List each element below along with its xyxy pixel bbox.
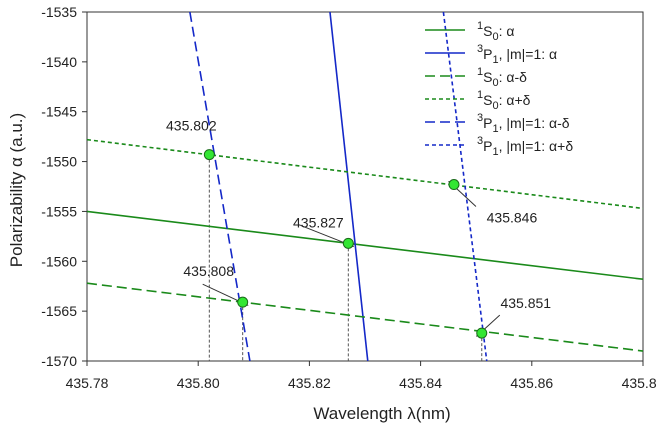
y-tick-label: -1535 (41, 4, 77, 20)
legend-label-6: 3P1, |m|=1: α+δ (477, 135, 573, 158)
x-axis-title: Wavelength λ(nm) (313, 404, 450, 423)
x-tick-label: 435.78 (66, 375, 109, 391)
x-tick-label: 435.86 (510, 375, 553, 391)
crossing-label: 435.808 (183, 263, 234, 279)
crossing-marker (237, 296, 249, 308)
legend-label-4: 1S0: α+δ (477, 89, 531, 112)
y-tick-label: -1560 (41, 253, 77, 269)
crossing-label: 435.827 (293, 214, 344, 230)
series-line-4 (87, 138, 643, 210)
crossing-marker (448, 179, 460, 191)
crossing-marker (203, 149, 215, 161)
y-tick-label: -1570 (41, 353, 77, 369)
y-tick-label: -1550 (41, 154, 77, 170)
y-tick-label: -1545 (41, 104, 77, 120)
crossing-label: 435.846 (487, 210, 538, 226)
series-line-3 (87, 282, 643, 352)
x-tick-label: 435.82 (288, 375, 331, 391)
crossing-label: 435.802 (166, 118, 217, 134)
series-line-2 (329, 12, 369, 361)
x-tick-label: 435.88 (622, 375, 657, 391)
legend-label-3: 1S0: α-δ (477, 66, 527, 89)
legend-label-5: 3P1, |m|=1: α-δ (477, 112, 570, 135)
plot-frame (86, 11, 644, 362)
y-axis-title: Polarizability α (a.u.) (7, 113, 26, 267)
plot-area: 435.78 435.80 435.82 435.84 435.86 435.88 -153… (41, 4, 657, 391)
y-tick-label: -1540 (41, 54, 77, 70)
crossing-marker (342, 237, 354, 249)
x-tick-label: 435.80 (177, 375, 220, 391)
legend-label-1: 1S0: α (477, 20, 514, 43)
series-line-1 (87, 210, 643, 281)
series-group (87, 12, 643, 361)
y-tick-label: -1555 (41, 203, 77, 219)
crossing-label: 435.851 (500, 295, 551, 311)
x-tick-label: 435.84 (399, 375, 442, 391)
series-line-6 (442, 12, 488, 361)
legend-label-2: 3P1, |m|=1: α (477, 43, 557, 66)
series-line-5 (189, 12, 251, 361)
y-tick-label: -1565 (41, 303, 77, 319)
crossing-marker (476, 327, 488, 339)
